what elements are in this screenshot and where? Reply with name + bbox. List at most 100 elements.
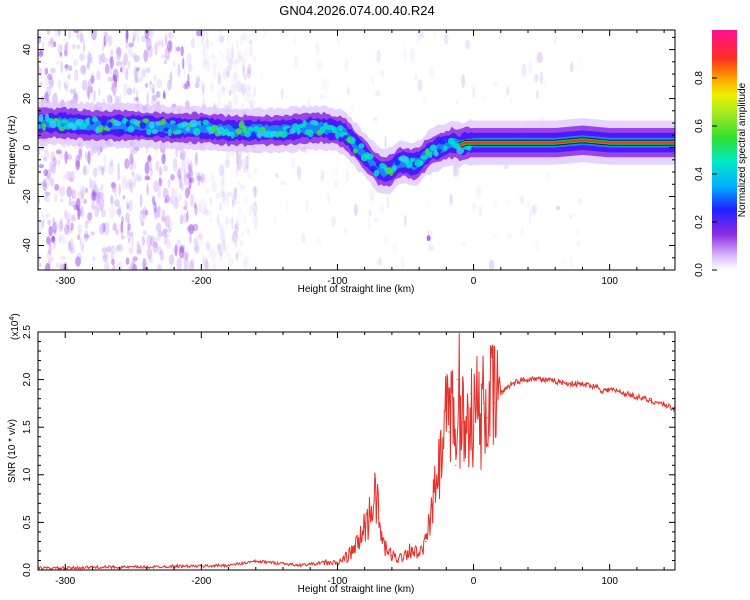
- noise-blob: [134, 146, 140, 152]
- noise-blob: [183, 213, 188, 224]
- noise-blob: [166, 40, 173, 53]
- noise-blob: [205, 208, 209, 217]
- noise-blob: [103, 154, 107, 166]
- noise-blob: [181, 82, 184, 89]
- noise-blob: [216, 34, 219, 44]
- noise-blob: [433, 30, 437, 39]
- noise-blob: [87, 78, 93, 89]
- noise-blob: [241, 58, 246, 73]
- noise-blob: [386, 196, 390, 209]
- noise-blob: [416, 30, 423, 41]
- noise-blob: [234, 226, 239, 239]
- noise-blob: [426, 230, 433, 236]
- noise-blob: [142, 230, 147, 236]
- noise-blob: [120, 67, 123, 73]
- noise-blob: [205, 39, 210, 49]
- snr-point: [404, 552, 407, 554]
- snr-point: [622, 392, 624, 394]
- noise-blob: [173, 196, 180, 210]
- noise-blob: [81, 243, 85, 253]
- noise-blob: [236, 160, 240, 172]
- noise-blob: [193, 204, 198, 216]
- noise-blob: [110, 194, 114, 205]
- noise-blob: [163, 234, 168, 246]
- noise-blob: [107, 161, 114, 176]
- noise-blob: [206, 31, 209, 42]
- noise-blob: [56, 262, 59, 268]
- noise-blob: [38, 48, 44, 58]
- noise-blob: [234, 187, 237, 200]
- ridge-blob: [232, 123, 240, 129]
- noise-blob: [218, 263, 224, 268]
- spectrogram-y-label: Frequency (Hz): [7, 116, 18, 185]
- y-tick-label: 0: [22, 144, 33, 150]
- noise-blob: [103, 252, 110, 259]
- noise-blob: [90, 86, 93, 94]
- noise-blob: [69, 88, 76, 95]
- noise-blob: [177, 63, 181, 77]
- noise-blob: [218, 30, 223, 36]
- noise-blob: [534, 73, 539, 83]
- noise-blob: [50, 240, 55, 252]
- noise-blob: [43, 169, 49, 177]
- noise-blob: [230, 52, 233, 65]
- noise-blob: [231, 199, 235, 208]
- noise-blob: [126, 180, 131, 191]
- snr-point: [398, 557, 400, 560]
- ridge-blob: [181, 121, 189, 127]
- ridge-blob: [307, 129, 314, 138]
- noise-blob: [117, 205, 122, 218]
- noise-blob: [57, 44, 63, 54]
- noise-blob: [176, 169, 181, 178]
- ridge-blob: [251, 131, 256, 140]
- noise-blob: [64, 43, 67, 57]
- noise-blob: [234, 242, 238, 248]
- noise-blob: [225, 71, 231, 77]
- snr-point: [527, 379, 529, 381]
- noise-blob: [158, 170, 162, 185]
- noise-blob: [42, 156, 47, 162]
- noise-blob: [249, 204, 253, 218]
- snr-point: [462, 421, 464, 424]
- noise-blob: [202, 82, 205, 96]
- noise-blob: [103, 31, 108, 37]
- noise-blob: [471, 88, 476, 99]
- noise-blob: [345, 169, 350, 183]
- noise-blob: [475, 184, 482, 199]
- noise-blob: [207, 249, 214, 257]
- noise-blob: [100, 52, 106, 63]
- noise-blob: [47, 257, 51, 269]
- noise-blob: [105, 245, 112, 253]
- noise-blob: [234, 166, 239, 178]
- noise-blob: [101, 43, 105, 52]
- noise-blob: [136, 244, 142, 254]
- noise-blob: [142, 258, 147, 270]
- noise-blob: [86, 85, 91, 98]
- noise-blob: [188, 172, 192, 183]
- noise-blob: [195, 172, 199, 181]
- noise-blob: [96, 188, 101, 203]
- noise-blob: [132, 148, 138, 155]
- noise-blob: [139, 211, 145, 223]
- noise-blob: [117, 168, 121, 182]
- noise-blob: [185, 251, 188, 261]
- noise-blob: [60, 255, 66, 260]
- noise-blob: [107, 94, 113, 104]
- noise-blob: [422, 95, 427, 106]
- snr-panel: -300 -200 -100 0 100 0.0 0.5 1.0 1.5 2.0 2.5 Heig…: [7, 313, 676, 595]
- noise-blob: [63, 50, 69, 57]
- noise-blob: [247, 228, 250, 235]
- noise-blob: [128, 42, 135, 48]
- noise-blob: [252, 185, 258, 198]
- noise-blob: [183, 257, 189, 270]
- noise-blob: [54, 192, 58, 203]
- noise-blob: [351, 102, 354, 114]
- snr-point: [241, 562, 243, 564]
- noise-blob: [181, 244, 186, 252]
- noise-blob: [96, 192, 101, 206]
- noise-blob: [222, 190, 225, 205]
- noise-blob: [44, 77, 49, 86]
- noise-blob: [83, 198, 88, 204]
- noise-blob: [115, 244, 119, 253]
- snr-point: [380, 533, 382, 535]
